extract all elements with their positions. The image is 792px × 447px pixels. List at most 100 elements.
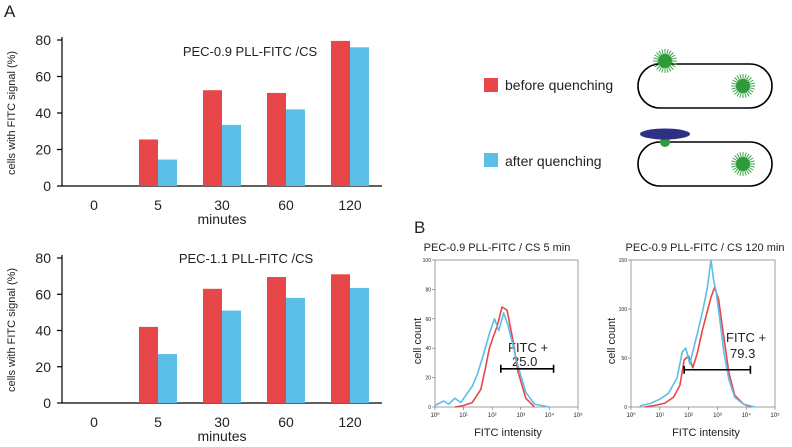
histogram-5min-ytick-label: 60 — [425, 317, 431, 323]
bar-chart-bottom-ytick-label: 80 — [35, 250, 51, 266]
histogram-5min-frame — [434, 259, 579, 408]
bar-chart-top-title: PEC-0.9 PLL-FITC /CS — [183, 44, 318, 59]
bar-chart-top-xtick-label: 0 — [90, 197, 98, 213]
bar-chart-top-ytick-label: 60 — [35, 69, 51, 85]
bar-chart-bottom-bar-before — [331, 274, 350, 403]
histogram-120min-ytick-label: 100 — [619, 307, 628, 313]
fitc-dot-internal-ray — [745, 75, 750, 82]
fitc-dot-internal-ray — [739, 91, 742, 98]
fitc-dot-internal-ray — [744, 91, 747, 98]
bar-chart-top-bar-before — [267, 92, 286, 186]
histogram-5min-ytick-label: 100 — [423, 258, 432, 264]
histogram-120min-frame — [630, 259, 776, 408]
histogram-5min-xlabel: FITC intensity — [474, 427, 542, 439]
histogram-5min-ytick-label: 20 — [425, 376, 431, 382]
histogram-120min-curve-before — [644, 286, 752, 408]
cell-after-outline — [637, 141, 773, 187]
histogram-120min-xtick-label: 10³ — [713, 413, 722, 419]
histogram-120min-curve-after — [639, 259, 756, 408]
fitc-dot-internal-quenched-cell-ray — [736, 168, 741, 175]
bar-chart-top-ytick-label: 40 — [35, 105, 51, 121]
histogram-5min-gate-label: FITC + — [508, 340, 548, 355]
bar-chart-top-xtick-label: 30 — [214, 197, 230, 213]
histogram-120min-gate-label: FITC + — [726, 330, 766, 345]
bar-chart-bottom: cells with FITC signal (%) PEC-1.1 PLL-F… — [6, 250, 382, 444]
bar-chart-bottom-ytick-label: 20 — [35, 359, 51, 375]
fitc-dot-internal-quenched-cell — [731, 152, 755, 176]
bar-chart-bottom-ytick-label: 0 — [43, 395, 51, 411]
histogram-120min-xtick-label: 10⁵ — [770, 412, 780, 419]
quencher-blob — [640, 128, 690, 140]
histogram-5min-xtick-label: 10⁴ — [545, 412, 555, 419]
fitc-dot-internal-quenched-cell-ray — [736, 153, 741, 160]
histogram-5min-ytick-label: 40 — [425, 346, 431, 352]
histogram-5min-ylabel: cell count — [412, 318, 424, 364]
fitc-dot-quenched — [660, 137, 670, 147]
fitc-dot-internal-quenched-cell-ray — [747, 166, 754, 171]
histogram-5min-curve-after — [434, 312, 550, 408]
bar-chart-top-bar-after — [158, 159, 177, 186]
histogram-5min-ytick-label: 80 — [425, 287, 431, 293]
cell-before-outline — [637, 63, 773, 109]
fitc-dot-surface-ray — [669, 54, 676, 59]
bar-chart-top-ylabel: cells with FITC signal (%) — [6, 51, 18, 175]
bar-chart-bottom-ytick-label: 60 — [35, 286, 51, 302]
bar-chart-bottom-bar-after — [350, 287, 369, 403]
cell-diagrams — [637, 49, 773, 187]
fitc-dot-internal-quenched-cell-ray — [732, 166, 739, 171]
fitc-dot-internal-core — [736, 79, 750, 93]
bar-chart-top-bar-after — [222, 124, 241, 186]
fitc-dot-internal-quenched-cell-ray — [745, 153, 750, 160]
legend-before-swatch — [484, 78, 498, 92]
histogram-120min-ytick-label: 150 — [619, 258, 628, 264]
bar-chart-bottom-xlabel: minutes — [197, 428, 246, 444]
fitc-dot-surface-ray — [666, 49, 669, 56]
legend-after-label: after quenching — [505, 153, 602, 169]
bar-chart-top-bar-before — [331, 40, 350, 186]
bar-chart-top-ytick-label: 0 — [43, 178, 51, 194]
fitc-dot-internal-quenched-cell-ray — [739, 169, 742, 176]
fitc-dot-internal-quenched-cell-ray — [739, 152, 742, 159]
histogram-120min-title: PEC-0.9 PLL-FITC / CS 120 min — [626, 242, 785, 254]
fitc-dot-internal-ray — [747, 88, 754, 93]
bar-chart-top-ytick-label: 80 — [35, 32, 51, 48]
legend: before quenching after quenching — [484, 77, 613, 169]
fitc-dot-surface-ray — [658, 65, 663, 72]
panel-label-a: A — [4, 2, 16, 21]
bar-chart-top-xtick-label: 120 — [338, 197, 362, 213]
histogram-5min-xtick-label: 10³ — [516, 413, 525, 419]
bar-chart-top-bar-after — [350, 47, 369, 186]
legend-after-swatch — [484, 153, 498, 167]
fitc-dot-internal-ray — [739, 74, 742, 81]
bar-chart-top-xtick-label: 5 — [154, 197, 162, 213]
histogram-120min-xtick-label: 10⁴ — [742, 412, 752, 419]
bar-chart-top-bar-before — [203, 90, 222, 186]
fitc-dot-surface-ray — [661, 66, 664, 73]
bar-chart-top-bar-before — [139, 139, 158, 186]
bar-chart-bottom-bar-after — [158, 354, 177, 403]
panel-label-b: B — [414, 218, 425, 237]
fitc-dot-internal-ray — [732, 88, 739, 93]
bar-chart-bottom-xtick-label: 30 — [214, 414, 230, 430]
fitc-dot-internal-ray — [736, 75, 741, 82]
bar-chart-bottom-xtick-label: 0 — [90, 414, 98, 430]
fitc-dot-internal-ray — [744, 74, 747, 81]
bar-chart-bottom-ylabel: cells with FITC signal (%) — [6, 268, 18, 392]
fitc-dot-internal — [731, 74, 755, 98]
fitc-dot-internal-quenched-cell-ray — [747, 157, 754, 162]
fitc-dot-surface-core — [658, 54, 672, 68]
histogram-120min-xtick-label: 10¹ — [655, 413, 664, 419]
bar-chart-top-bar-after — [286, 109, 305, 186]
bar-chart-bottom-bar-before — [203, 288, 222, 403]
fitc-dot-internal-quenched-cell-ray — [732, 157, 739, 162]
histogram-5min-xtick-label: 10² — [488, 413, 497, 419]
fitc-dot-internal-quenched-cell-ray — [744, 169, 747, 176]
histogram-120min-xtick-label: 10⁰ — [626, 412, 636, 419]
legend-before-label: before quenching — [505, 77, 613, 93]
bar-chart-bottom-bar-before — [267, 277, 286, 403]
bar-chart-bottom-xtick-label: 120 — [338, 414, 362, 430]
fitc-dot-internal-quenched-cell-core — [736, 157, 750, 171]
histogram-5min-title: PEC-0.9 PLL-FITC / CS 5 min — [424, 242, 571, 254]
bar-chart-top-xlabel: minutes — [197, 211, 246, 227]
histogram-120min-ytick-label: 0 — [624, 405, 627, 411]
